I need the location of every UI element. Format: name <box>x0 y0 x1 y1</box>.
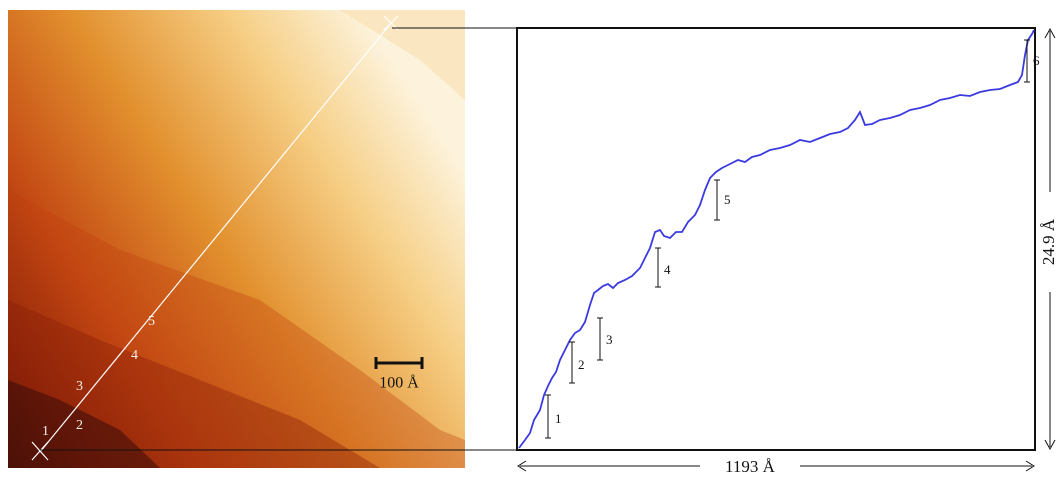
profile-step-label: 2 <box>578 357 585 372</box>
image-step-label: 1 <box>42 424 49 439</box>
profile-step-label: 1 <box>555 411 562 426</box>
stm-image: 1 2 3 4 5 6 100 Å <box>8 10 465 468</box>
height-label: 24.9 Å <box>1039 218 1058 265</box>
profile-step-label: 3 <box>606 332 613 347</box>
profile-step-label: 5 <box>724 192 731 207</box>
image-step-label: 3 <box>76 379 83 394</box>
width-label: 1193 Å <box>725 457 776 476</box>
scale-bar-label: 100 Å <box>379 374 419 392</box>
image-step-label: 5 <box>148 314 155 329</box>
image-step-label: 4 <box>131 348 138 363</box>
profile: 1 2 3 4 5 6 1193 Å 24.9 Å <box>516 27 1058 476</box>
image-step-label: 6 <box>374 47 381 62</box>
image-step-label: 2 <box>76 418 83 433</box>
profile-step-label: 4 <box>664 262 671 277</box>
profile-step-label: 6 <box>1033 53 1040 68</box>
